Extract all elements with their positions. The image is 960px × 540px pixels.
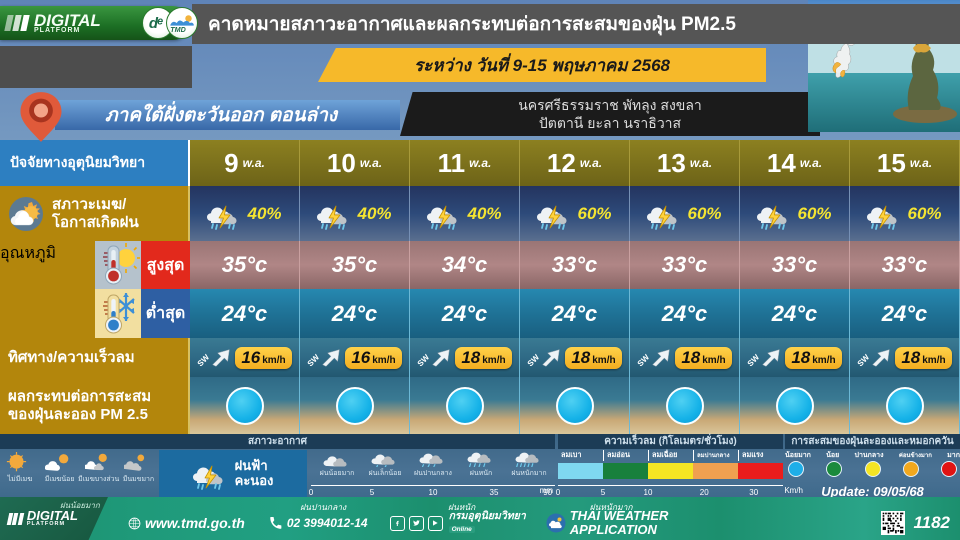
svg-text:e: e <box>157 16 163 28</box>
svg-text:TMD: TMD <box>170 26 185 34</box>
